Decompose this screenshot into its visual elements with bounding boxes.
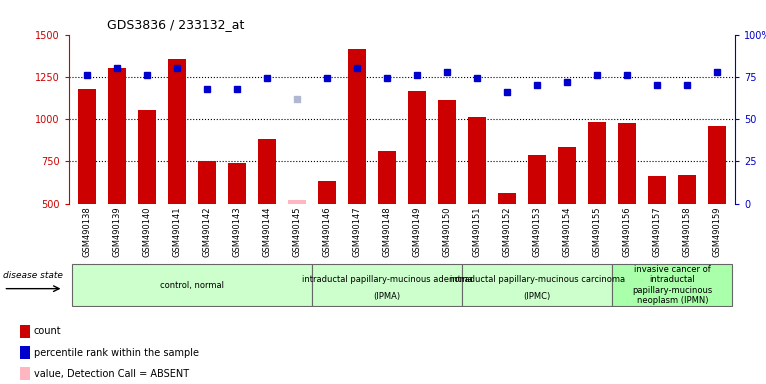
- Bar: [408, 91, 426, 204]
- Text: GSM490154: GSM490154: [563, 207, 571, 257]
- Bar: [348, 49, 366, 204]
- Bar: [20, 346, 30, 359]
- Bar: [588, 122, 606, 204]
- Bar: [168, 59, 186, 204]
- Text: (IPMC): (IPMC): [524, 292, 551, 301]
- Bar: [438, 101, 457, 204]
- Text: GSM490155: GSM490155: [593, 207, 602, 257]
- Bar: [228, 163, 246, 204]
- Text: GSM490141: GSM490141: [172, 207, 182, 257]
- Text: GSM490144: GSM490144: [263, 207, 272, 257]
- Text: percentile rank within the sample: percentile rank within the sample: [34, 348, 198, 358]
- Text: GSM490139: GSM490139: [113, 207, 122, 257]
- Bar: [468, 118, 486, 204]
- Text: intraductal papillary-mucinous adenoma: intraductal papillary-mucinous adenoma: [302, 275, 473, 284]
- Bar: [78, 89, 96, 204]
- Text: value, Detection Call = ABSENT: value, Detection Call = ABSENT: [34, 369, 189, 379]
- Text: count: count: [34, 326, 61, 336]
- Text: GSM490138: GSM490138: [83, 207, 91, 257]
- Text: GSM490158: GSM490158: [683, 207, 692, 257]
- Text: GSM490146: GSM490146: [322, 207, 332, 257]
- Bar: [258, 139, 276, 204]
- Bar: [709, 126, 726, 204]
- Bar: [198, 161, 216, 204]
- Bar: [312, 264, 462, 306]
- Text: GSM490159: GSM490159: [713, 207, 722, 257]
- Bar: [72, 264, 312, 306]
- Text: control, normal: control, normal: [160, 281, 224, 290]
- Bar: [498, 194, 516, 204]
- Text: GSM490148: GSM490148: [383, 207, 391, 257]
- Bar: [318, 181, 336, 204]
- Bar: [288, 200, 306, 204]
- Bar: [679, 175, 696, 204]
- Bar: [648, 177, 666, 204]
- Bar: [378, 151, 396, 204]
- Text: GSM490153: GSM490153: [532, 207, 542, 257]
- Text: (IPMA): (IPMA): [374, 292, 401, 301]
- Text: GSM490140: GSM490140: [142, 207, 152, 257]
- Text: GSM490147: GSM490147: [352, 207, 362, 257]
- Bar: [462, 264, 612, 306]
- Bar: [138, 110, 156, 204]
- Text: GSM490157: GSM490157: [653, 207, 662, 257]
- Text: GSM490156: GSM490156: [623, 207, 632, 257]
- Bar: [558, 147, 576, 204]
- Bar: [618, 123, 637, 204]
- Bar: [20, 367, 30, 381]
- Text: GSM490150: GSM490150: [443, 207, 452, 257]
- Text: disease state: disease state: [4, 271, 64, 280]
- Text: GSM490143: GSM490143: [233, 207, 241, 257]
- Text: GSM490151: GSM490151: [473, 207, 482, 257]
- Text: intraductal papillary-mucinous carcinoma: intraductal papillary-mucinous carcinoma: [450, 275, 625, 284]
- Bar: [20, 324, 30, 338]
- Text: GSM490145: GSM490145: [293, 207, 302, 257]
- Text: GDS3836 / 233132_at: GDS3836 / 233132_at: [107, 18, 244, 31]
- Text: GSM490142: GSM490142: [202, 207, 211, 257]
- Text: GSM490149: GSM490149: [413, 207, 421, 257]
- Text: invasive cancer of
intraductal
papillary-mucinous
neoplasm (IPMN): invasive cancer of intraductal papillary…: [632, 265, 712, 305]
- Bar: [529, 154, 546, 204]
- Text: GSM490152: GSM490152: [502, 207, 512, 257]
- Bar: [612, 264, 732, 306]
- Bar: [108, 68, 126, 204]
